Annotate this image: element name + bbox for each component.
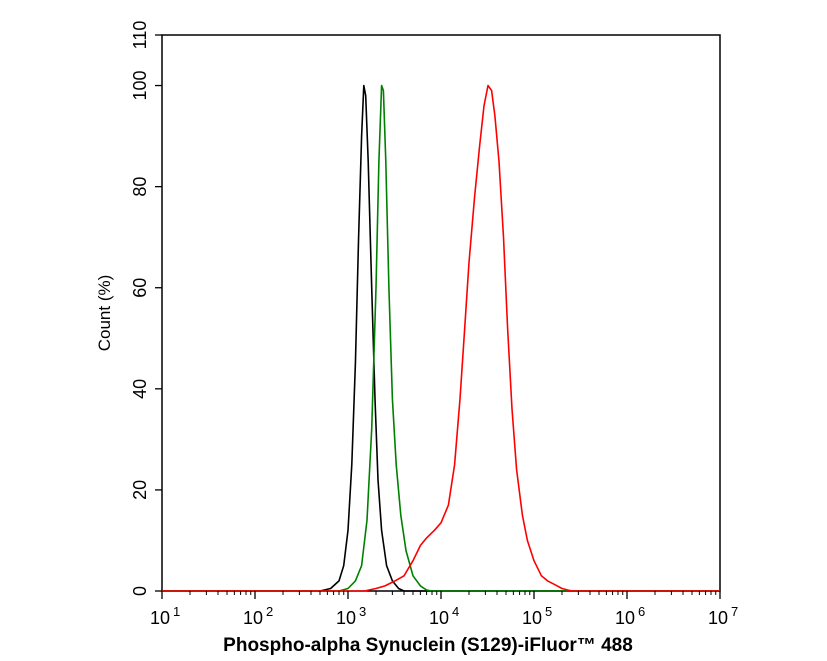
x-tick-base: 10 <box>708 608 728 628</box>
y-axis: 0 20 40 60 80 100 110 <box>130 21 162 596</box>
x-tick-base: 10 <box>522 608 542 628</box>
y-tick-label: 110 <box>130 21 150 50</box>
x-tick-exponent: 4 <box>452 604 459 619</box>
x-tick-exponent: 3 <box>359 604 366 619</box>
x-tick-exponent: 1 <box>173 604 180 619</box>
x-tick-exponent: 5 <box>545 604 552 619</box>
x-axis-label: Phospho-alpha Synuclein (S129)-iFluor™ 4… <box>223 635 633 656</box>
y-tick-label: 40 <box>130 379 150 399</box>
x-tick-label: 10 7 <box>708 604 738 628</box>
y-tick-label: 0 <box>130 586 150 596</box>
x-tick-base: 10 <box>336 608 356 628</box>
x-tick-label: 10 5 <box>522 604 552 628</box>
histogram-series-1 <box>162 84 720 592</box>
y-tick-label: 60 <box>130 278 150 298</box>
x-tick-label: 10 6 <box>615 604 645 628</box>
x-tick-base: 10 <box>243 608 263 628</box>
x-tick-base: 10 <box>615 608 635 628</box>
x-tick-label: 10 4 <box>429 604 459 628</box>
x-tick-exponent: 2 <box>266 604 273 619</box>
y-tick-label: 80 <box>130 177 150 197</box>
x-tick-exponent: 6 <box>638 604 645 619</box>
series-layer <box>162 84 720 592</box>
histogram-series-3 <box>162 84 720 592</box>
x-tick-label: 10 1 <box>150 604 180 628</box>
x-tick-label: 10 3 <box>336 604 366 628</box>
histogram-series-2 <box>162 84 720 592</box>
x-tick-base: 10 <box>150 608 170 628</box>
x-tick-base: 10 <box>429 608 449 628</box>
x-tick-exponent: 7 <box>731 604 738 619</box>
x-axis: 10 1 10 2 10 3 10 4 10 5 10 6 10 7 <box>150 591 738 628</box>
y-axis-label: Count (%) <box>95 275 114 352</box>
x-tick-label: 10 2 <box>243 604 273 628</box>
plot-frame <box>161 34 721 592</box>
y-tick-label: 20 <box>130 480 150 500</box>
y-tick-label: 100 <box>130 71 150 101</box>
